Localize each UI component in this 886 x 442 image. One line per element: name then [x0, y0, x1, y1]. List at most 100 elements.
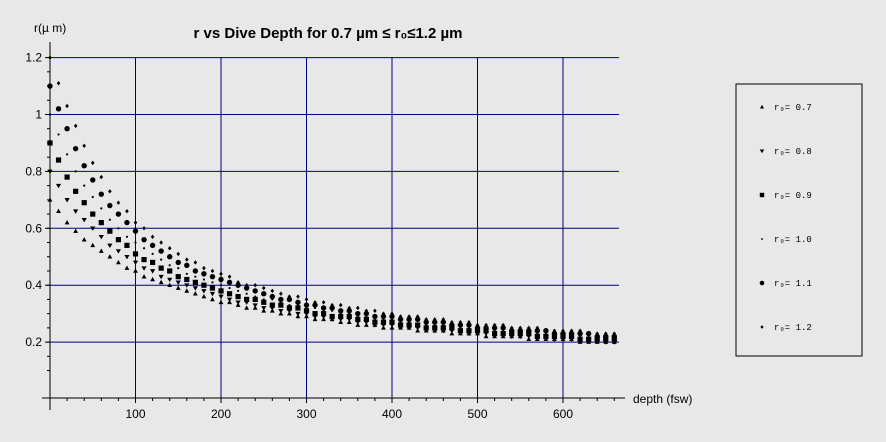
data-point — [141, 236, 147, 243]
data-point — [235, 293, 241, 300]
data-point — [286, 296, 293, 303]
data-point — [466, 322, 472, 328]
data-point — [416, 323, 419, 327]
data-point — [209, 273, 216, 280]
legend-marker — [761, 238, 763, 240]
data-point — [107, 254, 113, 259]
y-tick-label: 1 — [35, 108, 42, 122]
data-point — [66, 153, 69, 156]
data-point — [253, 283, 257, 288]
data-point — [142, 226, 146, 231]
data-point — [90, 177, 96, 183]
data-point — [81, 163, 87, 169]
data-point — [269, 293, 275, 300]
data-point — [132, 251, 139, 257]
data-point — [90, 160, 95, 166]
data-point — [47, 140, 53, 146]
data-point — [296, 294, 300, 299]
data-point — [407, 314, 411, 319]
chart-title: r vs Dive Depth for 0.7 µm ≤ r₀≤1.2 µm — [194, 25, 463, 42]
data-point — [201, 282, 207, 288]
data-point — [364, 308, 369, 314]
data-point — [218, 299, 224, 305]
data-point — [107, 228, 113, 234]
data-point — [117, 227, 120, 230]
data-point — [192, 268, 199, 274]
data-point — [254, 295, 257, 298]
data-point — [201, 289, 207, 294]
legend-label: r₀= 1.0 — [774, 235, 812, 245]
data-point — [202, 265, 206, 271]
data-point — [373, 308, 377, 314]
data-point — [209, 291, 216, 297]
data-point — [338, 308, 344, 314]
data-point — [72, 145, 79, 152]
data-point — [150, 234, 155, 240]
data-point — [363, 310, 370, 317]
data-point — [568, 330, 575, 337]
data-point — [449, 322, 455, 328]
data-point — [107, 202, 113, 209]
data-point — [262, 298, 265, 301]
data-point — [312, 311, 318, 317]
data-point — [338, 302, 343, 308]
data-point — [269, 302, 275, 308]
data-point — [90, 211, 96, 217]
data-point — [423, 319, 429, 325]
data-point — [492, 330, 498, 337]
legend-label: r₀= 1.1 — [774, 279, 812, 289]
data-point — [219, 271, 223, 277]
data-point — [363, 316, 369, 322]
data-point — [133, 220, 138, 225]
data-point — [210, 296, 215, 302]
data-point — [167, 268, 173, 274]
data-point — [73, 209, 79, 214]
data-point — [47, 197, 53, 202]
data-point — [237, 289, 240, 292]
x-tick-label: 200 — [211, 407, 231, 421]
data-point — [226, 291, 233, 297]
data-point — [603, 333, 609, 340]
data-point — [218, 288, 224, 294]
data-point — [569, 328, 574, 333]
data-point — [252, 288, 258, 294]
data-point — [381, 311, 386, 316]
data-point — [159, 240, 163, 245]
data-point — [184, 283, 190, 288]
data-point — [457, 322, 464, 328]
data-point — [577, 330, 583, 337]
data-point — [244, 283, 249, 288]
data-point — [474, 328, 481, 334]
data-point — [98, 220, 104, 226]
data-point — [432, 317, 437, 322]
data-point — [175, 280, 181, 285]
data-point — [475, 322, 480, 328]
data-point — [158, 248, 164, 254]
data-point — [47, 169, 53, 174]
data-point — [192, 279, 198, 285]
data-point — [227, 274, 232, 279]
data-point — [202, 278, 205, 281]
data-point — [74, 170, 77, 173]
data-point — [560, 330, 566, 337]
data-point — [150, 259, 156, 266]
data-point — [288, 304, 291, 307]
legend-label: r₀= 0.8 — [774, 147, 812, 157]
data-point — [612, 331, 617, 336]
data-point — [492, 322, 497, 328]
data-point — [168, 264, 171, 267]
data-point — [132, 228, 139, 234]
data-point — [91, 195, 94, 199]
data-point — [338, 313, 344, 320]
data-point — [527, 325, 531, 331]
legend-marker — [759, 280, 765, 286]
data-point — [116, 259, 121, 265]
data-point — [261, 291, 267, 297]
data-point — [330, 302, 334, 308]
data-point — [218, 276, 224, 283]
data-point — [474, 325, 481, 331]
data-point — [210, 268, 215, 274]
data-point — [124, 219, 130, 226]
data-point — [440, 319, 446, 325]
